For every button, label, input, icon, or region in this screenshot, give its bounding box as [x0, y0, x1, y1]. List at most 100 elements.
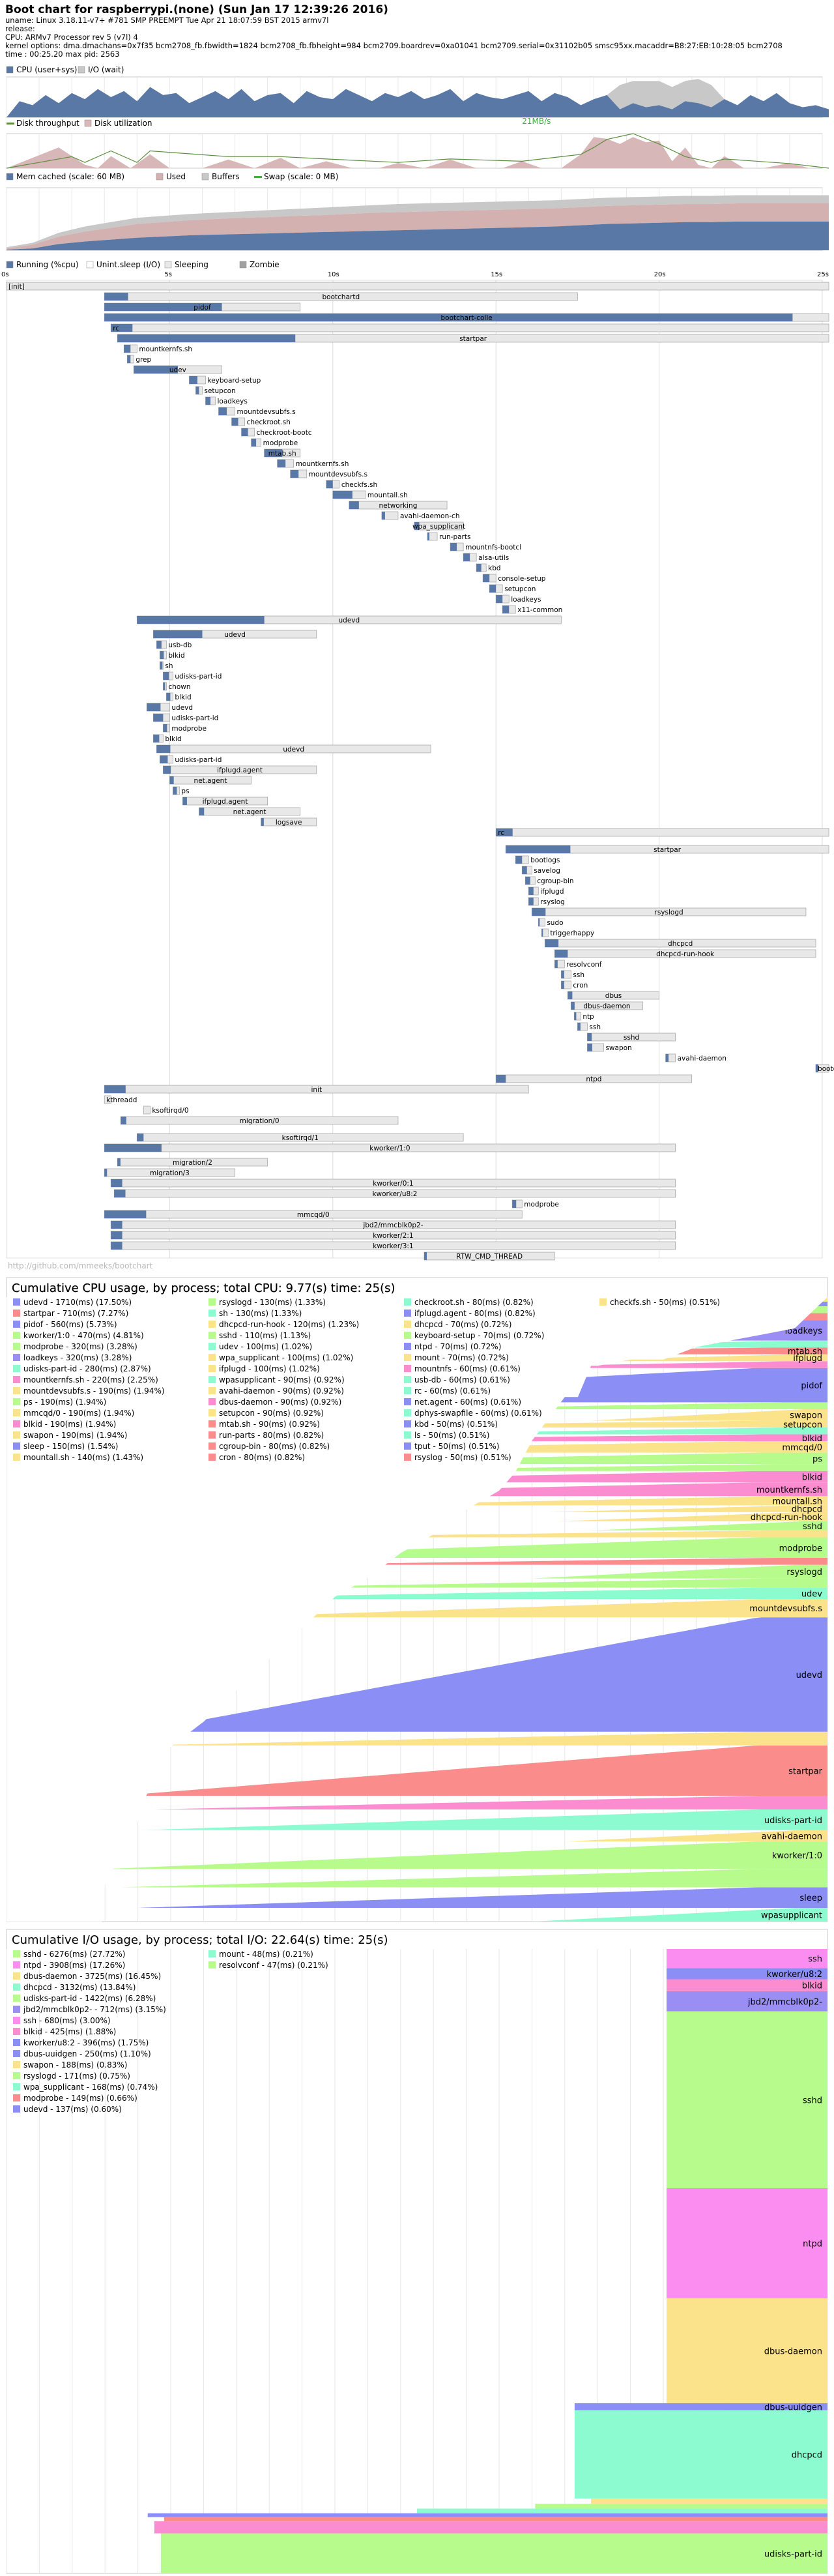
- disk-peak-label: 21MB/s: [522, 117, 551, 126]
- cumcpu-band: [7, 1420, 827, 1428]
- cumio-band-label: blkid: [802, 1982, 822, 1991]
- process-label: mountdevsubfs.s: [309, 471, 367, 478]
- cumio-legend-swatch: [13, 2105, 20, 2113]
- cumcpu-legend-label: rsyslog - 50(ms) (0.51%): [414, 1453, 511, 1462]
- process-label: keyboard-setup: [207, 377, 261, 385]
- cumcpu-legend-swatch: [208, 1354, 216, 1361]
- process-cpu-fill: [182, 797, 187, 805]
- process-label: alsa-utils: [478, 554, 509, 562]
- process-label: kworker/u8:2: [372, 1190, 417, 1198]
- cumcpu-band: [7, 1530, 827, 1538]
- process-cpu-fill: [163, 766, 171, 774]
- cpu-legend-label: CPU (user+sys): [16, 65, 77, 74]
- cumio-legend-label: udevd - 137(ms) (0.60%): [23, 2105, 122, 2114]
- cumcpu-band: [7, 1521, 827, 1530]
- process-label: resolvconf: [566, 961, 601, 969]
- process-cpu-fill: [160, 651, 164, 659]
- process-cpu-fill: [587, 1033, 592, 1041]
- cumio-title: Cumulative I/O usage, by process; total …: [12, 1933, 388, 1947]
- cumcpu-band: [7, 1617, 827, 1732]
- cumcpu-band-label: dhcpcd-run-hook: [751, 1513, 823, 1523]
- process-cpu-fill: [156, 641, 162, 649]
- process-bar: [495, 828, 829, 837]
- process-label: loadkeys: [218, 398, 248, 405]
- cumcpu-band: [7, 1887, 827, 1908]
- process-cpu-fill: [137, 616, 265, 624]
- tick-label: 15s: [491, 271, 502, 278]
- cumcpu-legend-label: rsyslogd - 130(ms) (1.33%): [219, 1298, 326, 1307]
- cumcpu-legend-label: wpa_supplicant - 100(ms) (1.02%): [219, 1353, 353, 1362]
- process-label: modprobe: [524, 1201, 559, 1208]
- cumcpu-legend-swatch: [208, 1420, 216, 1427]
- unint-legend-label: Unint.sleep (I/O): [96, 260, 160, 269]
- process-bar: [104, 1095, 111, 1104]
- process-cpu-fill: [218, 407, 227, 415]
- process-cpu-fill: [166, 693, 171, 701]
- cumio-band-label: dbus-daemon: [764, 2347, 822, 2356]
- process-label: cgroup-bin: [537, 877, 573, 885]
- process-cpu-fill: [117, 1158, 121, 1166]
- process-label: ps: [181, 787, 189, 795]
- process-label: wpa_supplicant: [412, 523, 465, 531]
- running-legend-swatch: [6, 261, 14, 269]
- process-cpu-fill: [463, 553, 470, 561]
- process-label: udisks-part-id: [175, 756, 222, 764]
- cumcpu-band: [7, 1745, 827, 1796]
- cumcpu-legend-label: mtab.sh - 90(ms) (0.92%): [219, 1420, 320, 1429]
- cumcpu-legend-label: dhcpcd-run-hook - 120(ms) (1.23%): [219, 1320, 359, 1329]
- cumio-legend-swatch: [13, 1961, 20, 1969]
- process-cpu-fill: [111, 1221, 122, 1229]
- cumcpu-legend-swatch: [404, 1442, 411, 1450]
- process-label: checkfs.sh: [341, 481, 377, 489]
- cumcpu-legend-swatch: [404, 1354, 411, 1361]
- cumcpu-legend-label: mountdevsubfs.s - 190(ms) (1.94%): [23, 1386, 165, 1396]
- cumcpu-band: [7, 1368, 827, 1403]
- cumulative-cpu-chart: Cumulative CPU usage, by process; total …: [6, 1277, 828, 1922]
- cumio-legend-swatch: [13, 2050, 20, 2057]
- mem-cached-legend-label: Mem cached (scale: 60 MB): [16, 172, 124, 181]
- mem-buffers-area: [7, 195, 829, 249]
- disk-util-legend-label: Disk utilization: [94, 119, 152, 128]
- cumcpu-legend-swatch: [13, 1387, 20, 1394]
- process-label: mountdevsubfs.s: [237, 408, 296, 416]
- cumcpu-legend-label: udev - 100(ms) (1.02%): [219, 1342, 312, 1351]
- cumio-legend-label: dhcpcd - 3132(ms) (13.84%): [23, 1983, 136, 1992]
- cumcpu-legend-label: setupcon - 90(ms) (0.92%): [219, 1409, 324, 1418]
- cumcpu-legend-swatch: [404, 1343, 411, 1350]
- cumcpu-band: [7, 1841, 827, 1869]
- process-cpu-fill: [199, 808, 205, 815]
- cumcpu-legend-swatch: [208, 1398, 216, 1405]
- cumcpu-legend-swatch: [208, 1387, 216, 1394]
- cumcpu-legend-swatch: [13, 1310, 20, 1317]
- cumcpu-legend-label: rc - 60(ms) (0.61%): [414, 1386, 491, 1396]
- cumcpu-legend-label: kworker/1:0 - 470(ms) (4.81%): [23, 1331, 144, 1340]
- process-cpu-fill: [147, 703, 161, 711]
- cumcpu-legend-swatch: [404, 1409, 411, 1416]
- cumcpu-band-label: loadkeys: [785, 1326, 823, 1336]
- cumio-legend-label: rsyslogd - 171(ms) (0.75%): [23, 2071, 130, 2081]
- process-cpu-fill: [251, 439, 257, 446]
- process-cpu-fill: [332, 491, 352, 499]
- cumcpu-legend-label: mmcqd/0 - 190(ms) (1.94%): [23, 1409, 134, 1418]
- process-cpu-fill: [483, 574, 490, 582]
- process-label: blkid: [168, 652, 184, 660]
- tick-label: 0s: [1, 271, 9, 278]
- process-cpu-fill: [489, 585, 496, 593]
- process-cpu-fill: [153, 714, 164, 722]
- cumcpu-band-label: startpar: [788, 1766, 822, 1776]
- process-label: chown: [168, 683, 190, 691]
- process-label: setupcon: [204, 387, 235, 395]
- process-chart: Running (%cpu) Unint.sleep (I/O) Sleeping Z…: [1, 260, 834, 1261]
- cumio-band-label: ssh: [808, 1955, 822, 1965]
- cumcpu-band-label: udisks-part-id: [764, 1816, 822, 1826]
- cumio-legend-swatch: [13, 2072, 20, 2079]
- cumcpu-band-label: rsyslogd: [786, 1568, 822, 1577]
- cumio-band: [535, 2504, 827, 2509]
- cumio-legend-swatch: [13, 1972, 20, 1980]
- footer-link[interactable]: http://github.com/mmeeks/bootchart: [8, 1261, 153, 1270]
- cumcpu-legend-swatch: [208, 1365, 216, 1372]
- process-label: jbd2/mmcblk0p2-: [362, 1222, 423, 1229]
- process-label: kthreadd: [106, 1096, 137, 1104]
- process-cpu-fill: [205, 397, 210, 405]
- cumcpu-band: [7, 1809, 827, 1830]
